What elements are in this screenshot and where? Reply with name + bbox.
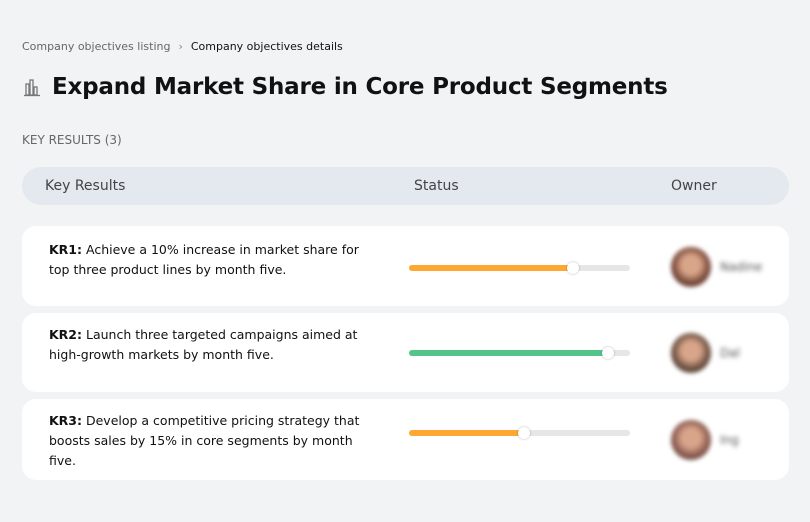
building-chart-icon xyxy=(24,79,40,97)
key-result-id: KR2: xyxy=(49,327,83,342)
avatar xyxy=(671,420,711,460)
slider-handle[interactable] xyxy=(517,427,530,439)
key-result-row[interactable]: KR3: Develop a competitive pricing strat… xyxy=(22,399,789,480)
progress-slider[interactable] xyxy=(409,427,630,439)
key-result-row[interactable]: KR2: Launch three targeted campaigns aim… xyxy=(22,313,789,392)
key-result-id: KR1: xyxy=(49,242,83,257)
key-result-id: KR3: xyxy=(49,413,83,428)
breadcrumb-link-listing[interactable]: Company objectives listing xyxy=(22,40,171,53)
breadcrumb: Company objectives listing › Company obj… xyxy=(22,40,343,53)
progress-slider[interactable] xyxy=(409,262,630,274)
table-header: Key Results Status Owner xyxy=(22,167,789,205)
breadcrumb-current: Company objectives details xyxy=(190,40,343,53)
progress-fill xyxy=(409,430,524,436)
avatar xyxy=(671,247,711,287)
key-result-text: KR1: Achieve a 10% increase in market sh… xyxy=(49,240,369,280)
page-header: Expand Market Share in Core Product Segm… xyxy=(22,74,668,100)
progress-fill xyxy=(409,350,608,356)
progress-slider[interactable] xyxy=(409,347,630,359)
header-key-results: Key Results xyxy=(45,178,126,194)
page-title: Expand Market Share in Core Product Segm… xyxy=(52,74,668,100)
key-result-text: KR3: Develop a competitive pricing strat… xyxy=(49,411,369,471)
owner-name: Ing xyxy=(720,433,739,447)
chevron-right-icon: › xyxy=(178,40,183,53)
owner-name: Dal xyxy=(720,346,740,360)
key-results-count: KEY RESULTS (3) xyxy=(22,133,122,147)
slider-handle[interactable] xyxy=(566,262,579,274)
owner-name: Nadine xyxy=(720,260,763,274)
key-result-description: Launch three targeted campaigns aimed at… xyxy=(49,327,358,362)
key-result-description: Achieve a 10% increase in market share f… xyxy=(49,242,359,277)
key-result-text: KR2: Launch three targeted campaigns aim… xyxy=(49,325,369,365)
header-owner: Owner xyxy=(671,178,717,194)
key-result-description: Develop a competitive pricing strategy t… xyxy=(49,413,360,468)
avatar xyxy=(671,333,711,373)
slider-handle[interactable] xyxy=(601,347,614,359)
header-status: Status xyxy=(414,178,459,194)
progress-fill xyxy=(409,265,573,271)
key-result-row[interactable]: KR1: Achieve a 10% increase in market sh… xyxy=(22,226,789,306)
